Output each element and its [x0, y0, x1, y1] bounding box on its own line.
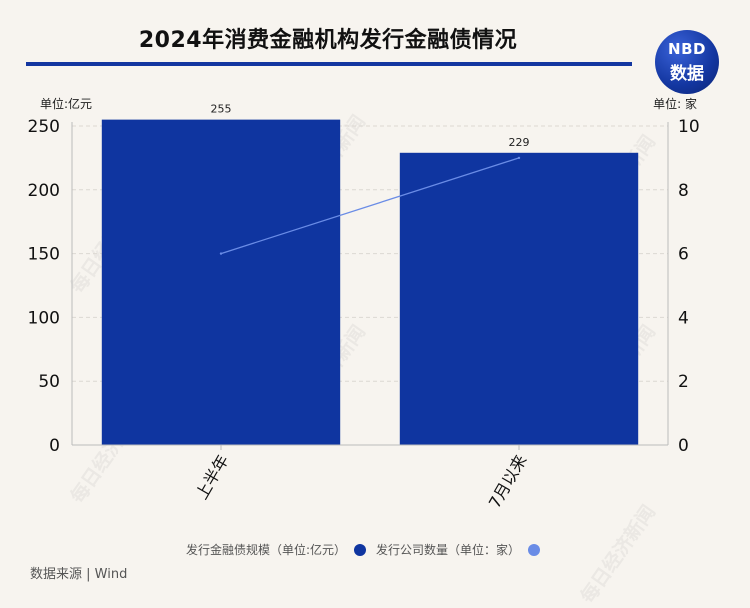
legend-dot-line	[528, 543, 541, 556]
line-point	[517, 156, 521, 160]
left-tick-label: 200	[28, 181, 60, 201]
line-series	[219, 156, 521, 255]
bar	[399, 152, 639, 445]
legend: 发行金融债规模（单位:亿元） 发行公司数量（单位：家）	[186, 541, 550, 558]
title-underline	[26, 62, 632, 66]
logo-text-nbd: NBD	[668, 40, 706, 58]
right-tick-label: 8	[678, 181, 689, 201]
logo-text-data: 数据	[670, 64, 704, 84]
bar-data-label: 229	[509, 136, 530, 149]
left-tick-label: 150	[28, 245, 60, 265]
left-axis-unit: 单位:亿元	[40, 97, 93, 111]
axes	[71, 122, 669, 450]
right-tick-label: 4	[678, 308, 689, 328]
left-tick-label: 50	[38, 372, 60, 392]
legend-label-bars: 发行金融债规模（单位:亿元）	[186, 543, 347, 557]
left-tick-label: 100	[28, 308, 60, 328]
right-tick-label: 0	[678, 436, 689, 456]
chart-canvas: 255 229 0 50 100 150 200 250 0 2 4 6 8 10 上半年 7月以来	[28, 103, 700, 512]
x-tick-label: 7月以来	[485, 452, 531, 512]
right-tick-label: 6	[678, 245, 689, 265]
data-source: 数据来源 | Wind	[30, 567, 128, 582]
right-tick-label: 2	[678, 372, 689, 392]
right-tick-label: 10	[678, 117, 700, 137]
left-tick-label: 250	[28, 117, 60, 137]
left-tick-label: 0	[49, 436, 60, 456]
nbd-logo: NBD 数据	[655, 30, 719, 94]
bar-data-label: 255	[211, 103, 232, 116]
bar	[101, 119, 341, 446]
bar-series: 255 229	[101, 103, 639, 446]
chart-title: 2024年消费金融机构发行金融债情况	[138, 28, 518, 53]
x-tick-label: 上半年	[192, 452, 232, 503]
line-point	[219, 252, 223, 255]
right-axis-unit: 单位: 家	[653, 97, 697, 111]
legend-dot-bars	[354, 543, 367, 556]
line-series-path	[220, 157, 520, 255]
legend-label-line: 发行公司数量（单位：家）	[376, 543, 521, 557]
